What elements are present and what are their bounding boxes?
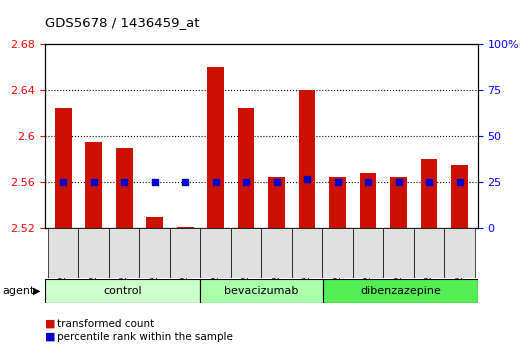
Bar <box>353 228 383 278</box>
Bar <box>200 279 323 303</box>
Bar <box>292 228 322 278</box>
Bar <box>390 177 407 228</box>
Bar <box>170 228 201 278</box>
Text: ■: ■ <box>45 332 55 342</box>
Bar <box>116 148 133 228</box>
Bar <box>268 177 285 228</box>
Text: transformed count: transformed count <box>57 319 154 329</box>
Bar <box>451 165 468 228</box>
Bar <box>444 228 475 278</box>
Bar <box>238 108 254 228</box>
Text: control: control <box>103 286 142 296</box>
Bar <box>261 228 292 278</box>
Bar <box>299 90 316 228</box>
Text: GDS5678 / 1436459_at: GDS5678 / 1436459_at <box>45 16 200 29</box>
Text: agent: agent <box>3 286 35 296</box>
Bar <box>86 142 102 228</box>
Bar <box>48 228 79 278</box>
Text: bevacizumab: bevacizumab <box>224 286 298 296</box>
Bar <box>55 108 72 228</box>
Bar <box>201 228 231 278</box>
Text: ▶: ▶ <box>33 286 40 296</box>
Bar <box>329 177 346 228</box>
Bar <box>360 173 376 228</box>
Text: ■: ■ <box>45 319 55 329</box>
Bar <box>177 227 194 228</box>
Bar <box>146 217 163 228</box>
Bar <box>383 228 414 278</box>
Text: percentile rank within the sample: percentile rank within the sample <box>57 332 233 342</box>
Bar <box>45 279 200 303</box>
Bar <box>139 228 170 278</box>
Bar <box>414 228 444 278</box>
Bar <box>207 67 224 228</box>
Bar <box>109 228 139 278</box>
Bar <box>79 228 109 278</box>
Bar <box>231 228 261 278</box>
Bar <box>323 279 478 303</box>
Bar <box>421 159 437 228</box>
Text: dibenzazepine: dibenzazepine <box>360 286 441 296</box>
Bar <box>322 228 353 278</box>
